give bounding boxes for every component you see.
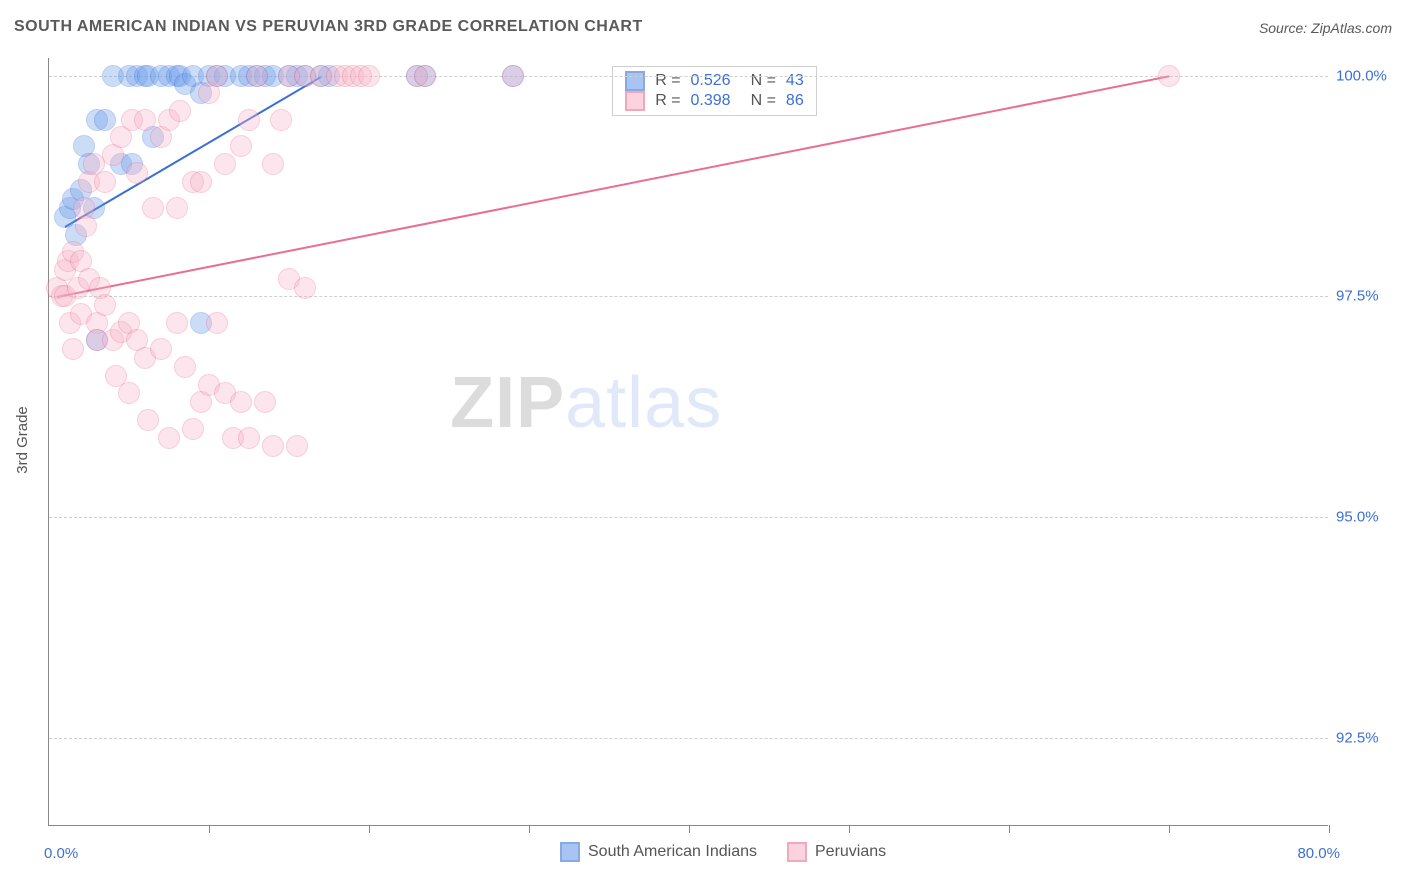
legend-r-value: 0.526 (691, 72, 731, 90)
legend-n-value: 43 (786, 72, 804, 90)
data-point (166, 197, 188, 219)
data-point (94, 171, 116, 193)
data-point (230, 391, 252, 413)
data-point (118, 382, 140, 404)
watermark-zip: ZIP (450, 363, 565, 443)
data-point (262, 153, 284, 175)
data-point (270, 109, 292, 131)
data-point (262, 435, 284, 457)
y-tick-label: 95.0% (1336, 509, 1396, 526)
legend-row: R = 0.526 N = 43 (625, 71, 804, 91)
gridline (49, 738, 1328, 739)
legend-r-label: R = (655, 72, 680, 90)
x-tick (1329, 825, 1330, 833)
y-tick-label: 100.0% (1336, 67, 1396, 84)
data-point (94, 294, 116, 316)
legend-swatch (625, 71, 645, 91)
watermark-atlas: atlas (565, 363, 722, 443)
data-point (206, 65, 228, 87)
y-axis-title: 3rd Grade (14, 406, 31, 474)
data-point (75, 215, 97, 237)
data-point (166, 312, 188, 334)
correlation-legend: R = 0.526 N = 43 R = 0.398 N = 86 (612, 66, 817, 116)
x-tick (1009, 825, 1010, 833)
x-tick (689, 825, 690, 833)
legend-swatch (787, 842, 807, 862)
x-tick (1169, 825, 1170, 833)
x-axis-min-label: 0.0% (44, 845, 78, 862)
x-tick (529, 825, 530, 833)
legend-r-value: 0.398 (691, 92, 731, 110)
data-point (158, 427, 180, 449)
data-point (358, 65, 380, 87)
data-point (1158, 65, 1180, 87)
data-point (414, 65, 436, 87)
data-point (190, 171, 212, 193)
data-point (62, 338, 84, 360)
chart-title: SOUTH AMERICAN INDIAN VS PERUVIAN 3RD GR… (14, 18, 643, 35)
legend-n-label: N = (751, 72, 776, 90)
data-point (214, 153, 236, 175)
data-point (94, 109, 116, 131)
data-point (502, 65, 524, 87)
gridline (49, 517, 1328, 518)
legend-r-label: R = (655, 92, 680, 110)
series-legend: South American Indians Peruvians (560, 842, 886, 862)
data-point (238, 427, 260, 449)
data-point (230, 135, 252, 157)
chart-header: SOUTH AMERICAN INDIAN VS PERUVIAN 3RD GR… (14, 18, 1392, 48)
data-point (134, 109, 156, 131)
legend-item-label: Peruvians (815, 843, 886, 861)
data-point (286, 435, 308, 457)
gridline (49, 296, 1328, 297)
y-tick-label: 92.5% (1336, 729, 1396, 746)
data-point (126, 162, 148, 184)
legend-n-value: 86 (786, 92, 804, 110)
data-point (142, 197, 164, 219)
plot-area: ZIPatlas R =0.526N =43R =0.398N =86 100.… (48, 58, 1328, 826)
data-point (182, 418, 204, 440)
legend-item: Peruvians (787, 842, 886, 862)
x-axis-max-label: 80.0% (1297, 845, 1340, 862)
legend-swatch (625, 91, 645, 111)
y-tick-label: 97.5% (1336, 288, 1396, 305)
legend-item-label: South American Indians (588, 843, 757, 861)
data-point (150, 338, 172, 360)
watermark: ZIPatlas (450, 362, 722, 444)
data-point (206, 312, 228, 334)
data-point (174, 356, 196, 378)
x-tick (369, 825, 370, 833)
legend-item: South American Indians (560, 842, 757, 862)
data-point (238, 109, 260, 131)
data-point (169, 100, 191, 122)
data-point (137, 409, 159, 431)
data-point (254, 391, 276, 413)
source-label: Source: ZipAtlas.com (1259, 20, 1392, 36)
legend-swatch (560, 842, 580, 862)
data-point (246, 65, 268, 87)
x-tick (209, 825, 210, 833)
x-tick (849, 825, 850, 833)
scatter-plot: ZIPatlas R =0.526N =43R =0.398N =86 100.… (48, 58, 1328, 826)
legend-row: R = 0.398 N = 86 (625, 91, 804, 111)
data-point (294, 277, 316, 299)
legend-n-label: N = (751, 92, 776, 110)
